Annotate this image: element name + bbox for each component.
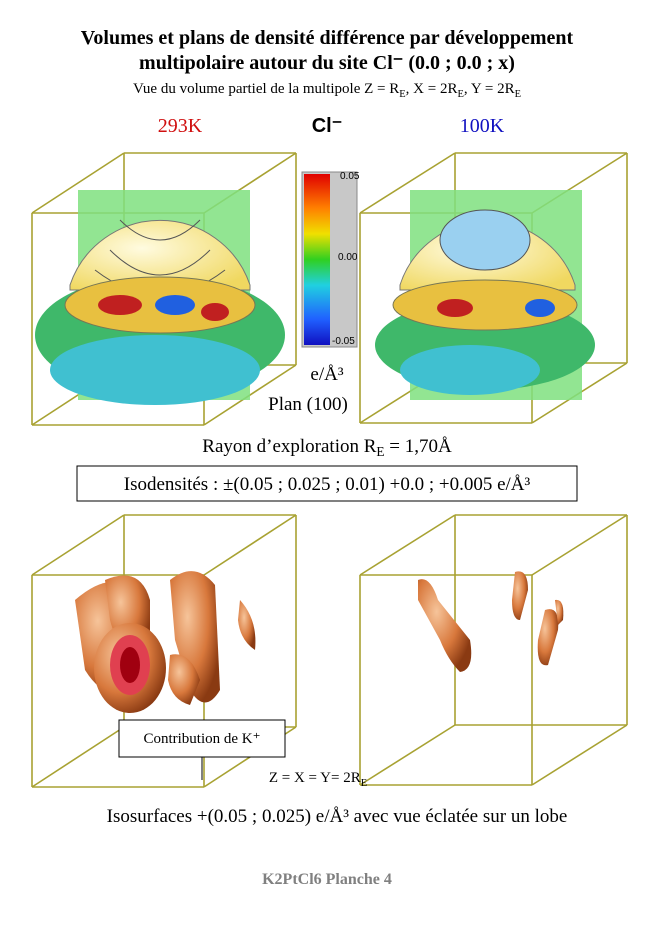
subscript: E: [361, 778, 367, 789]
bounding-box: [359, 514, 628, 786]
label-cl: Cl⁻: [312, 115, 343, 137]
text-part: , Y = 2R: [464, 81, 515, 97]
label-293k: 293K: [158, 115, 203, 137]
isodensities: Isodensités : ±(0.05 ; 0.025 ; 0.01) +0.…: [124, 474, 531, 495]
isodensity-box: [76, 465, 578, 502]
text-part: Rayon d’exploration R: [202, 436, 376, 457]
colorbar-tick: 0.05: [340, 171, 360, 182]
plane: Plan (100): [268, 394, 348, 415]
text-part: Z = X = Y= 2R: [269, 770, 361, 786]
text-part: Vue du volume partiel de la multipole Z …: [133, 81, 399, 97]
density-view-100k: [375, 190, 595, 400]
subscript: E: [457, 89, 463, 100]
colorbar-tick: -0.05: [332, 336, 355, 347]
label-100k: 100K: [460, 115, 505, 137]
radius: Rayon d’exploration RE = 1,70Å: [202, 436, 452, 459]
title: Volumes et plans de densité différence p…: [81, 27, 574, 49]
density-view-293k: [35, 190, 285, 405]
subscript: E: [376, 444, 384, 459]
colorbar: 0.05 0.00 -0.05: [301, 171, 360, 348]
subscript: E: [399, 89, 405, 100]
footer: K2PtCl6 Planche 4: [262, 871, 392, 888]
isosurface-view-left: [75, 571, 256, 713]
text-part: = 1,70Å: [385, 436, 452, 457]
unit: e/Å³: [310, 364, 343, 385]
subtitle: Vue du volume partiel de la multipole Z …: [133, 81, 521, 100]
subscript: E: [515, 89, 521, 100]
isosurface-view-right: [418, 571, 564, 672]
title: multipolaire autour du site Cl⁻ (0.0 ; 0…: [139, 52, 515, 74]
contribution-box: [118, 719, 286, 758]
zxy: Z = X = Y= 2RE: [269, 770, 367, 789]
isosurfaces: Isosurfaces +(0.05 ; 0.025) e/Å³ avec vu…: [107, 806, 568, 827]
contribution: Contribution de K⁺: [143, 731, 260, 747]
colorbar-tick: 0.00: [338, 252, 358, 263]
text-part: , X = 2R: [406, 81, 458, 97]
